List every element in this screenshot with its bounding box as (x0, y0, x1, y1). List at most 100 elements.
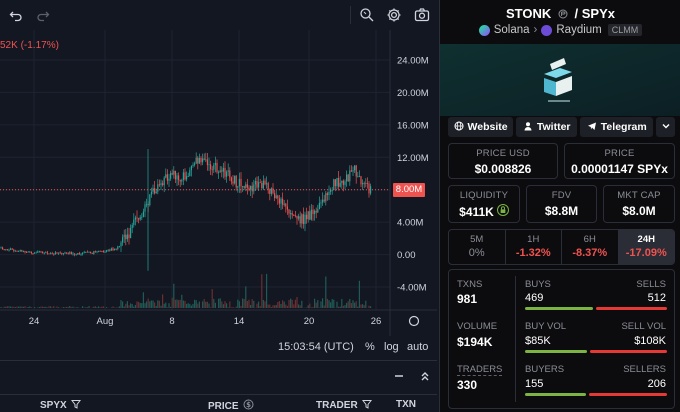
chevron-down-icon (661, 121, 671, 134)
candle-body (16, 250, 18, 252)
volume-bar (250, 304, 252, 308)
x-tick-label: 26 (371, 316, 382, 327)
tab-5m[interactable]: 5M 0% (449, 230, 506, 264)
volume-bar (64, 307, 66, 308)
percent-scale-toggle[interactable]: % (365, 341, 375, 353)
volume-bar (195, 300, 197, 308)
candle-body (250, 185, 252, 190)
undo-icon[interactable] (6, 5, 26, 25)
timeframe-tabs: 5M 0% 1H -1.32% 6H -8.37% 24H -17.09% (448, 229, 675, 265)
quick-search-icon[interactable] (357, 5, 377, 25)
volume-bar (232, 307, 234, 308)
redo-icon[interactable] (33, 5, 53, 25)
minimize-icon[interactable] (393, 369, 405, 387)
volume-bar (274, 305, 276, 308)
candle-body (101, 251, 103, 252)
candle-body (344, 181, 346, 185)
candle-body (26, 252, 28, 253)
lock-icon[interactable] (496, 204, 509, 219)
volume-bar (46, 307, 48, 308)
candle-body (304, 214, 306, 225)
volume-bar (163, 303, 165, 308)
volume-bar (336, 301, 338, 308)
volume-bar (270, 307, 272, 308)
candle-body (173, 170, 175, 175)
candle-body (202, 158, 204, 163)
candle-body (315, 210, 317, 213)
candle-body (282, 198, 284, 205)
candlestick-chart[interactable]: 24.00M 20.00M 16.00M 12.00M 4.00M 0.00 -4.00M 2… (0, 30, 437, 336)
candle-body (106, 250, 108, 252)
candle-body (254, 181, 256, 185)
twitter-button[interactable]: Twitter (516, 117, 578, 137)
dex-name[interactable]: Raydium (556, 24, 602, 36)
column-price[interactable]: PRICE $ (208, 399, 254, 412)
token-banner-image (440, 44, 680, 116)
toolbar-divider (350, 6, 351, 24)
volume-bar (106, 307, 108, 308)
column-trader[interactable]: TRADER (316, 399, 372, 412)
candle-body (176, 175, 178, 180)
volume-bar (203, 299, 205, 308)
candle-body (90, 251, 92, 253)
utc-clock[interactable]: 15:03:54 (UTC) (278, 341, 354, 353)
more-links-button[interactable] (656, 117, 675, 137)
y-tick-label: -4.00M (397, 283, 427, 294)
camera-screenshot-icon[interactable] (412, 5, 432, 25)
filter-icon[interactable] (361, 399, 372, 412)
volume-bar (352, 300, 354, 308)
volume-bar (162, 294, 164, 308)
candle-body (235, 175, 237, 188)
candle-body (166, 174, 168, 181)
candle-body (272, 188, 274, 194)
volume-bar (221, 301, 223, 308)
volume-bar (24, 306, 26, 308)
candle-body (251, 185, 253, 192)
volume-bar (142, 292, 144, 308)
settings-gear-icon[interactable] (384, 5, 404, 25)
currency-toggle-icon[interactable]: $ (243, 399, 254, 412)
column-spyx[interactable]: SPYX (40, 399, 81, 412)
candle-body (125, 234, 127, 240)
website-button[interactable]: Website (448, 117, 514, 137)
candle-body (11, 248, 13, 250)
tab-1h[interactable]: 1H -1.32% (506, 230, 562, 264)
volume-bar (206, 301, 208, 308)
volume-bar (96, 307, 98, 308)
candle-body (310, 209, 312, 220)
telegram-button[interactable]: Telegram (580, 117, 654, 137)
candle-body (357, 176, 359, 178)
tab-6h[interactable]: 6H -8.37% (562, 230, 619, 264)
candle-body (179, 180, 181, 182)
stonk-logo-icon (544, 58, 572, 102)
volume-bar (269, 304, 271, 308)
price-usd-box: PRICE USD $0.008826 (448, 143, 558, 179)
volume-bar (272, 305, 274, 308)
candle-body (150, 191, 152, 195)
volume-bar (243, 298, 245, 308)
copy-icon[interactable] (558, 7, 568, 22)
volume-bar (262, 299, 264, 308)
filter-icon[interactable] (70, 399, 81, 412)
candle-body (291, 213, 293, 216)
log-scale-toggle[interactable]: log (384, 341, 399, 353)
volume-bar (45, 306, 47, 308)
solana-logo-icon (478, 24, 490, 36)
candle-body (3, 249, 5, 251)
candle-body (270, 188, 272, 194)
candle-body (42, 251, 44, 253)
expand-chevrons-icon[interactable] (419, 369, 431, 387)
chain-name[interactable]: Solana (493, 24, 530, 36)
volume-bar (267, 304, 269, 308)
column-txn[interactable]: TXN (396, 399, 416, 410)
tab-24h[interactable]: 24H -17.09% (618, 230, 674, 264)
auto-scale-toggle[interactable]: auto (407, 341, 429, 353)
axis-settings-icon[interactable] (408, 315, 420, 327)
pair-subtitle: Solana › Raydium CLMM (440, 24, 680, 36)
y-tick-label: 20.00M (397, 88, 429, 99)
candle-body (50, 253, 52, 255)
candle-body (2, 247, 4, 250)
candle-body (234, 175, 236, 184)
volume-bar (320, 301, 322, 308)
x-tick-label: 24 (29, 316, 40, 327)
